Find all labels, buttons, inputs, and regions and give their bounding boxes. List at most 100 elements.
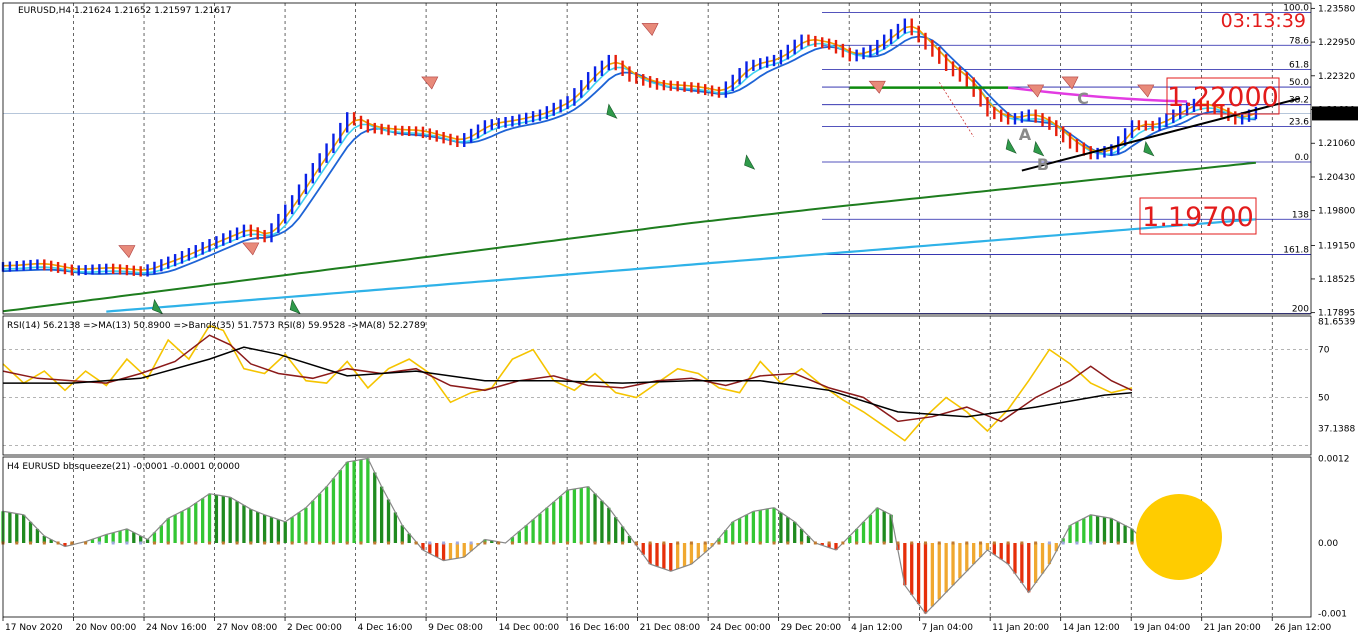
- squeeze-dot: [166, 541, 170, 545]
- sell-arrow-icon: [242, 242, 260, 256]
- rsi-axis-label: 70: [1318, 346, 1330, 356]
- price-box-label: 1.19700: [1142, 202, 1254, 233]
- squeeze-dot: [868, 541, 872, 545]
- sell-arrow-icon: [868, 80, 886, 94]
- squeeze-dot: [979, 541, 983, 545]
- time-axis-label: 7 Jan 04:00: [922, 623, 974, 633]
- rsi-axis-label: 50: [1318, 393, 1330, 403]
- pattern-label: A: [1019, 125, 1032, 144]
- time-axis-label: 26 Jan 12:00: [1274, 623, 1331, 633]
- rsi-series-line: [2, 324, 1133, 442]
- rsi-title: RSI(14) 56.2138 =>MA(13) 50.8900 =>Bands…: [7, 321, 426, 331]
- squeeze-signal-circle: [1136, 494, 1222, 580]
- squeeze-axis-label: 0.00: [1318, 539, 1338, 549]
- squeeze-dot: [318, 541, 322, 545]
- squeeze-dot: [84, 541, 88, 545]
- current-price-box: [1312, 106, 1358, 121]
- squeeze-dot: [400, 541, 404, 545]
- squeeze-dot: [510, 541, 514, 545]
- squeeze-dot: [634, 541, 638, 545]
- squeeze-dot: [552, 541, 556, 545]
- time-axis-label: 27 Nov 08:00: [217, 623, 278, 633]
- squeeze-dot: [345, 541, 349, 545]
- sell-arrow-icon: [641, 23, 659, 36]
- axis-labels: 17 Nov 2020 20 Nov 00:00 24 Nov 16:00 27 No…: [2, 4, 1358, 633]
- rsi-pane: [2, 324, 1311, 446]
- squeeze-dot: [813, 541, 817, 545]
- time-axis-label: 24 Nov 16:00: [146, 623, 207, 633]
- squeeze-dot: [910, 541, 914, 545]
- sell-arrow-icon: [421, 76, 439, 90]
- squeeze-dot: [414, 541, 418, 545]
- fib-level-label: 161.8: [1283, 246, 1309, 256]
- bbsqueeze-pane: [1, 457, 1222, 615]
- overlay-labels: EURUSD,H4 1.21624 1.21652 1.21597 1.2161…: [7, 6, 1306, 472]
- time-axis-label: 24 Dec 00:00: [710, 623, 771, 633]
- dashed-trend-segment: [938, 82, 975, 138]
- price-axis-label: 1.22320: [1318, 72, 1355, 82]
- squeeze-dot: [717, 541, 721, 545]
- fib-level-label: 0.0: [1295, 153, 1310, 163]
- squeeze-dot: [800, 541, 804, 545]
- rsi-series-line: [3, 346, 1133, 418]
- squeeze-dot: [1006, 541, 1010, 545]
- price-axis-label: 1.22950: [1318, 38, 1355, 48]
- squeeze-dot: [469, 541, 473, 545]
- squeeze-dot: [152, 541, 156, 545]
- squeeze-dot: [331, 541, 335, 545]
- squeeze-dot: [758, 541, 762, 545]
- squeeze-dot: [42, 541, 46, 545]
- pane-frames: [2, 2, 1312, 618]
- squeeze-dot: [263, 541, 267, 545]
- squeeze-dot: [992, 541, 996, 545]
- squeeze-dot: [662, 541, 666, 545]
- squeeze-dot: [1089, 541, 1093, 545]
- squeeze-dot: [235, 541, 239, 545]
- squeeze-dot: [111, 541, 115, 545]
- squeeze-dot: [731, 541, 735, 545]
- countdown-timer: 03:13:39: [1221, 10, 1306, 32]
- current-price-label: 1.21617: [1317, 109, 1354, 119]
- buy-arrow-icon: [744, 154, 756, 170]
- squeeze-dot: [1116, 541, 1120, 545]
- sell-arrow-icon: [1026, 84, 1045, 98]
- rsi-axis-label: 81.6539: [1318, 318, 1355, 328]
- time-axis-label: 14 Dec 00:00: [499, 623, 560, 633]
- price-box: [1139, 197, 1257, 235]
- time-axis-label: 21 Dec 08:00: [640, 623, 701, 633]
- price-axis-label: 1.18525: [1318, 275, 1355, 285]
- squeeze-dot: [621, 541, 625, 545]
- squeeze-dot: [579, 541, 583, 545]
- rsi-axis-label: 37.1388: [1318, 424, 1355, 434]
- time-axis-label: 4 Dec 16:00: [358, 623, 413, 633]
- sell-arrow-icon: [118, 245, 136, 259]
- sell-arrow-icon: [1061, 76, 1079, 90]
- squeeze-dot: [841, 541, 845, 545]
- ma-lightblue-line: [106, 218, 1256, 313]
- time-axis-label: 20 Nov 00:00: [76, 623, 137, 633]
- fib-level-label: 200: [1292, 304, 1309, 314]
- fib-level-label: 100.0: [1283, 4, 1309, 14]
- price-axis-label: 1.17895: [1318, 309, 1355, 319]
- fib-level-label: 61.8: [1289, 60, 1309, 70]
- squeeze-dot: [221, 541, 225, 545]
- squeeze-dot: [951, 541, 955, 545]
- bbsqueeze-title: H4 EURUSD bbsqueeze(21) -0.0001 -0.0001 …: [7, 462, 240, 472]
- squeeze-dot: [786, 541, 790, 545]
- buy-arrow-icon: [152, 298, 164, 315]
- time-axis-label: 21 Jan 20:00: [1204, 623, 1261, 633]
- squeeze-dot: [538, 541, 542, 545]
- time-axis-label: 2 Dec 00:00: [287, 623, 342, 633]
- price-axis-label: 1.19150: [1318, 241, 1355, 251]
- price-axis-label: 1.20430: [1318, 173, 1355, 183]
- squeeze-dot: [1047, 541, 1051, 545]
- price-box-label: 1.22000: [1167, 82, 1279, 113]
- squeeze-dot: [703, 541, 707, 545]
- fib-level-label: 138: [1292, 210, 1309, 220]
- squeeze-dot: [180, 541, 184, 545]
- squeeze-dot: [359, 541, 363, 545]
- squeeze-dot: [442, 541, 446, 545]
- pattern-label: B: [1037, 155, 1049, 174]
- squeeze-dot: [1102, 541, 1106, 545]
- buy-arrow-icon: [606, 103, 618, 119]
